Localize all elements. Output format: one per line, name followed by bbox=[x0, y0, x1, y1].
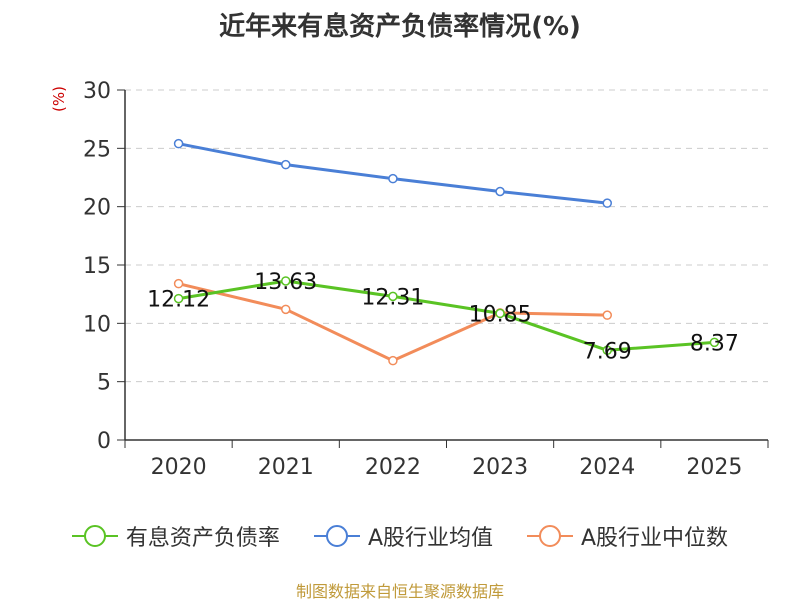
data-point bbox=[173, 138, 184, 149]
data-point bbox=[388, 173, 398, 184]
data-label: 8.37 bbox=[690, 331, 739, 356]
data-point bbox=[709, 337, 720, 348]
source-note: 制图数据来自恒生聚源数据库 bbox=[295, 582, 504, 601]
data-label: 12.31 bbox=[361, 285, 424, 310]
x-tick-label: 2022 bbox=[365, 455, 421, 480]
series-line bbox=[178, 279, 715, 352]
data-point bbox=[281, 159, 291, 170]
x-tick-label: 2021 bbox=[258, 455, 314, 480]
legend-item: 有息资产负债率 bbox=[71, 520, 280, 552]
data-point bbox=[602, 198, 612, 208]
legend-swatch bbox=[527, 524, 573, 548]
y-tick-label: 15 bbox=[83, 254, 111, 279]
y-tick-label: 30 bbox=[83, 79, 111, 104]
data-point bbox=[388, 291, 398, 302]
data-point bbox=[281, 276, 291, 286]
data-label: 7.69 bbox=[583, 339, 632, 364]
legend-swatch bbox=[71, 524, 118, 548]
y-tick-label: 5 bbox=[97, 371, 111, 396]
x-tick-label: 2024 bbox=[579, 455, 635, 480]
legend-item: A股行业均值 bbox=[313, 520, 493, 552]
y-tick-label: 20 bbox=[83, 196, 111, 221]
data-point bbox=[602, 345, 612, 356]
legend-label: A股行业中位数 bbox=[581, 526, 729, 551]
data-point bbox=[173, 278, 184, 289]
data-point bbox=[173, 293, 184, 304]
legend: 有息资产负债率 A股行业均值 A股行业中位数 bbox=[0, 520, 800, 552]
y-tick-label: 25 bbox=[83, 137, 111, 162]
data-label: 12.12 bbox=[147, 288, 210, 313]
data-label: 13.63 bbox=[254, 270, 317, 295]
x-tick-label: 2025 bbox=[686, 455, 742, 480]
x-tick-label: 2023 bbox=[472, 455, 528, 480]
x-tick-label: 2020 bbox=[151, 455, 207, 480]
data-point bbox=[388, 355, 398, 366]
data-point bbox=[495, 308, 505, 319]
series-line bbox=[178, 142, 608, 205]
y-axis-unit-label: (%) bbox=[50, 86, 68, 112]
data-point bbox=[602, 310, 612, 320]
legend-label: 有息资产负债率 bbox=[125, 526, 280, 551]
legend-swatch bbox=[313, 524, 360, 548]
y-tick-label: 0 bbox=[97, 429, 111, 454]
legend-label: A股行业均值 bbox=[367, 526, 493, 551]
chart-title: 近年来有息资产负债率情况(%) bbox=[219, 12, 581, 42]
data-point bbox=[495, 186, 505, 197]
y-tick-label: 10 bbox=[83, 312, 111, 337]
data-label: 10.85 bbox=[469, 302, 532, 327]
data-point bbox=[281, 304, 291, 315]
legend-item: A股行业中位数 bbox=[527, 520, 728, 552]
